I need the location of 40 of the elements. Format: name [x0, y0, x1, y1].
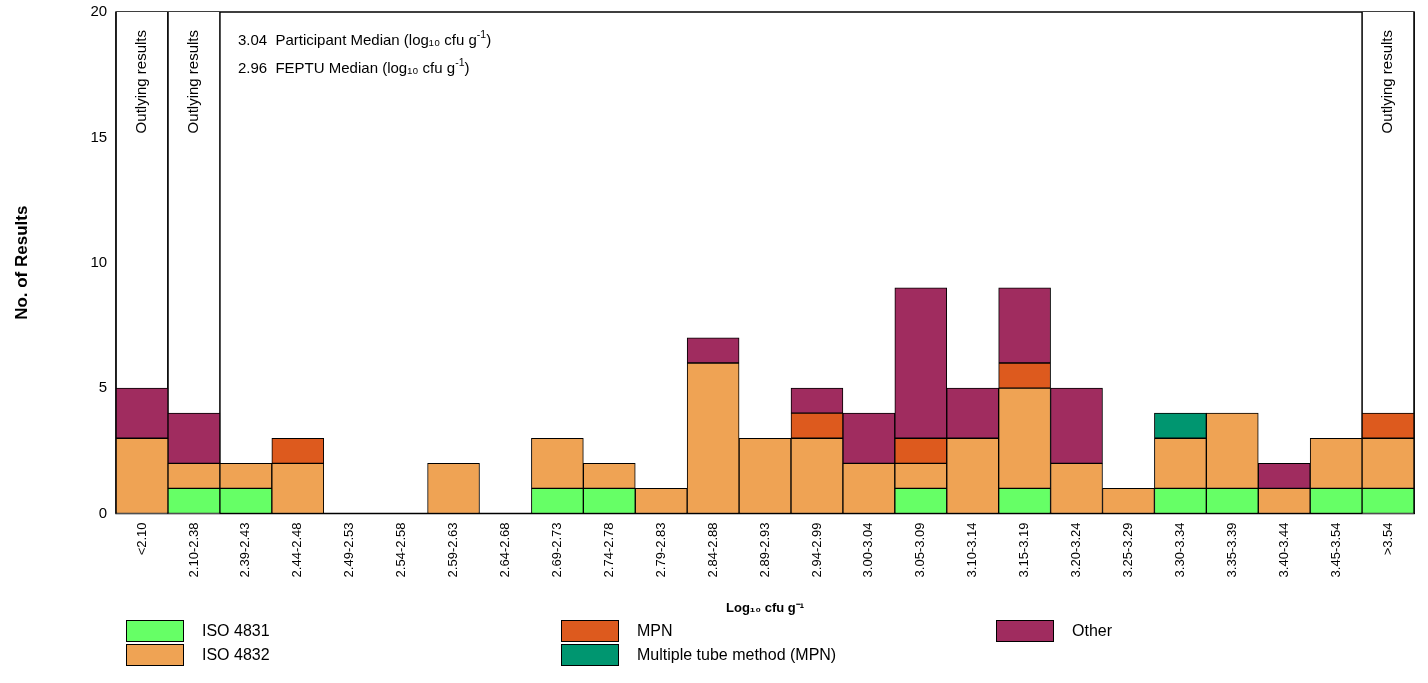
y-tick-label: 20 [90, 2, 108, 20]
x-tick-label: 2.10-2.38 [185, 522, 201, 578]
x-tick-label: 2.54-2.58 [393, 522, 409, 578]
x-tick-label: 2.49-2.53 [341, 522, 357, 578]
x-tick-label: 3.40-3.44 [1275, 522, 1291, 578]
x-tick-label: 3.05-3.09 [912, 522, 928, 578]
x-tick-label: 2.44-2.48 [289, 522, 305, 578]
band-label: Outlying results [1378, 30, 1396, 134]
x-tick-label: 2.64-2.68 [497, 522, 513, 578]
x-tick-label: 2.74-2.78 [600, 522, 616, 578]
x-tick-label: 3.35-3.39 [1223, 522, 1239, 578]
x-tick-label: 2.79-2.83 [652, 522, 668, 578]
legend-label: MPN [637, 622, 673, 640]
y-tick-label: 15 [90, 127, 108, 145]
band-label: Outlying results [184, 30, 202, 134]
y-tick-label: 0 [98, 503, 108, 521]
y-axis-title: No. of Results [11, 205, 31, 320]
x-tick-label: 3.15-3.19 [1016, 522, 1032, 578]
band-label: Outlying results [132, 30, 150, 134]
x-tick-label: 3.00-3.04 [860, 522, 876, 578]
x-tick-label: 2.69-2.73 [548, 522, 564, 578]
x-tick-label: 2.59-2.63 [445, 522, 461, 578]
y-tick-label: 5 [98, 378, 108, 396]
x-tick-label: 3.25-3.29 [1120, 522, 1136, 578]
x-tick-label: >3.54 [1379, 522, 1395, 556]
x-axis-title: Log₁₀ cfu g⁻¹ [726, 599, 805, 615]
y-tick-label: 10 [90, 252, 108, 270]
x-tick-label: 2.89-2.93 [756, 522, 772, 578]
legend-label: Multiple tube method (MPN) [637, 646, 837, 664]
legend-label: ISO 4832 [202, 646, 270, 664]
x-tick-label: 3.45-3.54 [1327, 522, 1343, 578]
x-tick-label: <2.10 [133, 522, 149, 556]
legend-label: ISO 4831 [202, 622, 270, 640]
x-tick-label: 3.10-3.14 [964, 522, 980, 578]
x-tick-label: 3.20-3.24 [1068, 522, 1084, 578]
legend-label: Other [1072, 622, 1113, 640]
x-tick-label: 3.30-3.34 [1171, 522, 1187, 578]
x-tick-label: 2.84-2.88 [704, 522, 720, 578]
x-tick-label: 2.39-2.43 [237, 522, 253, 578]
x-tick-label: 2.94-2.99 [808, 522, 824, 578]
